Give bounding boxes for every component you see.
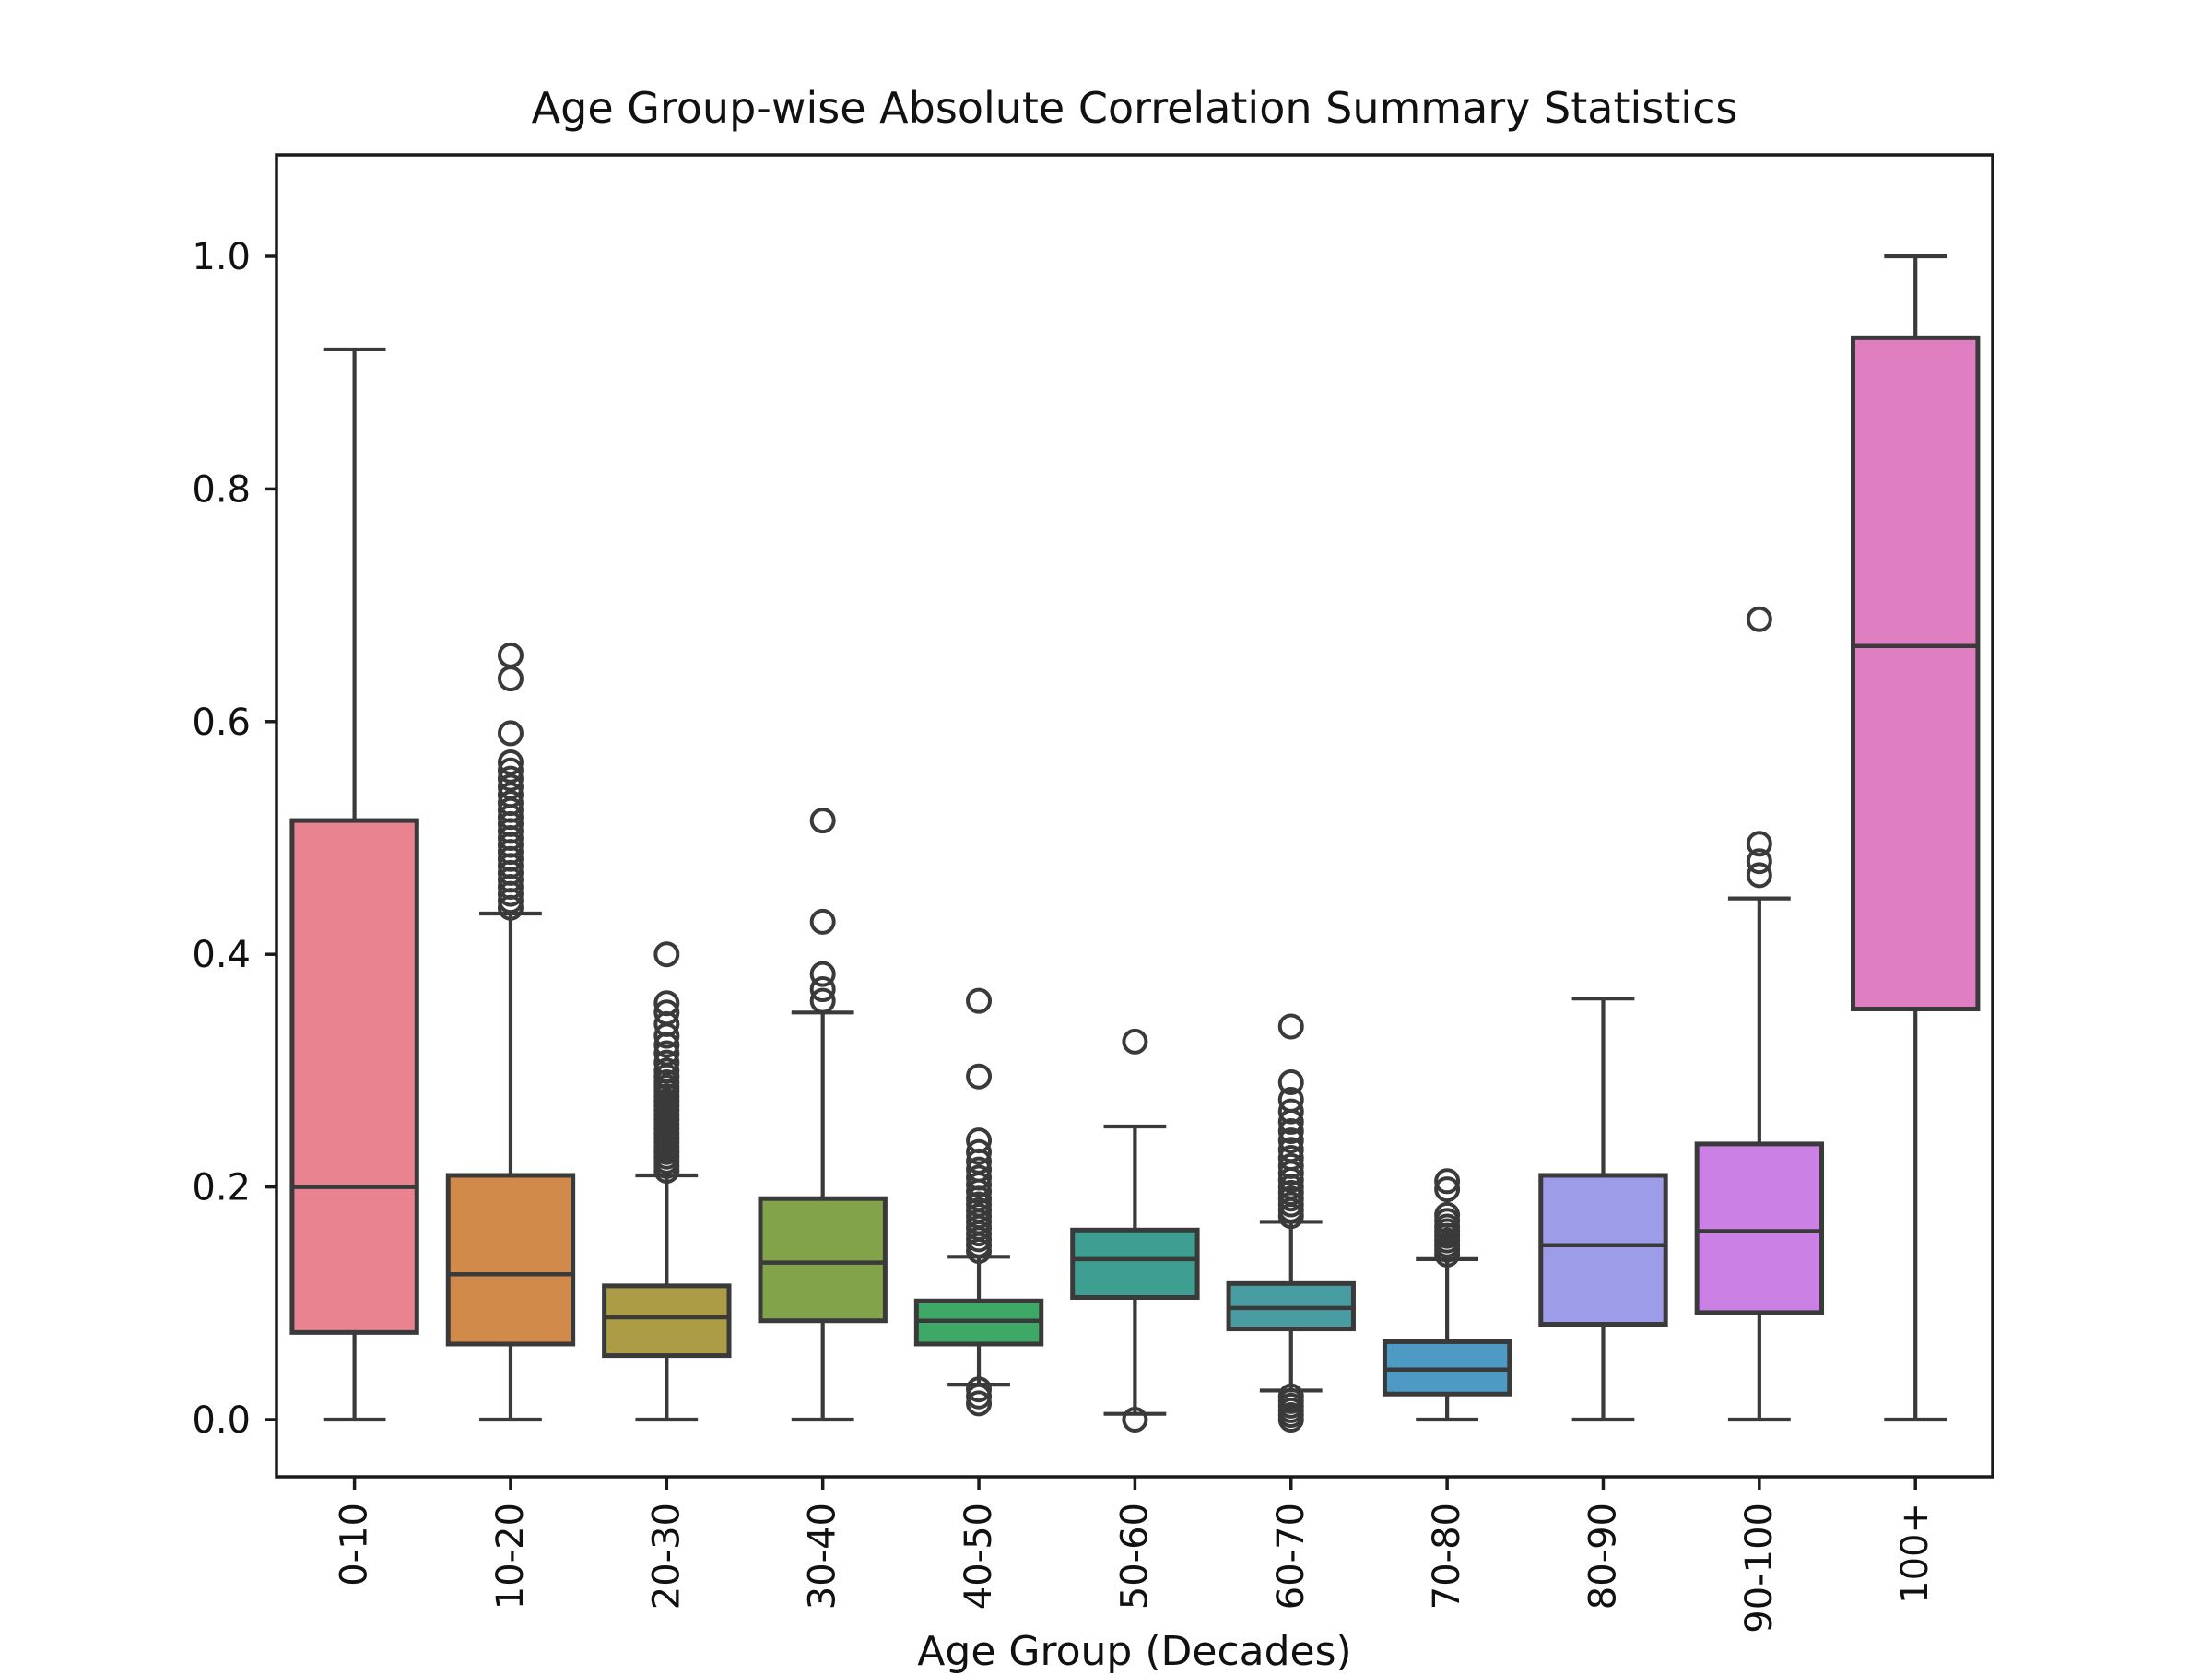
y-axis: 0.0 0.2 0.4 0.6 0.8 1.0 <box>192 236 276 1442</box>
chart-title: Age Group-wise Absolute Correlation Summ… <box>531 83 1738 133</box>
outlier-point <box>1434 1168 1461 1195</box>
outlier-point <box>1746 606 1772 632</box>
iqr-box <box>758 1196 888 1324</box>
x-tick-label: 90-100 <box>1738 1503 1781 1634</box>
outlier-point <box>809 961 836 987</box>
y-tick-label: 0.0 <box>192 1399 251 1442</box>
outlier-point <box>653 1057 680 1084</box>
outlier-point <box>1746 831 1772 857</box>
box-group-20-30 <box>602 941 732 1422</box>
outlier-point <box>809 808 836 834</box>
box-group-30-40 <box>758 808 888 1422</box>
x-tick-label: 20-30 <box>645 1503 688 1610</box>
outlier-point <box>497 757 524 784</box>
outlier-point <box>966 1376 993 1403</box>
outlier-point <box>1277 1013 1304 1040</box>
iqr-box <box>602 1283 732 1359</box>
x-tick-label: 60-70 <box>1270 1503 1312 1610</box>
outlier-point <box>966 1164 993 1191</box>
iqr-box <box>1851 335 1981 1012</box>
outlier-point <box>1277 1098 1304 1125</box>
outlier-point <box>1277 1145 1304 1172</box>
y-tick-label: 1.0 <box>192 236 251 278</box>
iqr-box <box>289 818 419 1335</box>
outlier-point <box>497 773 524 800</box>
outlier-point <box>1277 1118 1304 1145</box>
outlier-point <box>1746 848 1772 875</box>
outlier-point <box>966 1156 993 1183</box>
x-tick-label: 40-50 <box>958 1503 1000 1610</box>
iqr-box <box>1538 1173 1668 1327</box>
x-tick-label: 0-10 <box>334 1503 376 1587</box>
outlier-point <box>497 790 524 817</box>
x-tick-label: 100+ <box>1894 1503 1936 1604</box>
outlier-point <box>1277 1086 1304 1113</box>
outlier-point <box>653 999 680 1026</box>
outlier-point <box>1122 1407 1148 1433</box>
outlier-point <box>653 941 680 968</box>
outlier-point <box>809 976 836 1003</box>
box-group-100+ <box>1851 254 1981 1422</box>
outlier-point <box>966 987 993 1014</box>
iqr-box <box>1694 1141 1825 1315</box>
outlier-point <box>497 749 524 775</box>
outlier-point <box>966 1383 993 1410</box>
x-tick-label: 30-40 <box>802 1503 844 1610</box>
outlier-point <box>653 1049 680 1076</box>
outlier-point <box>809 987 836 1014</box>
y-tick-label: 0.2 <box>192 1167 251 1209</box>
box-group-10-20 <box>445 642 576 1422</box>
box-group-60-70 <box>1226 1013 1356 1433</box>
box-group-70-80 <box>1382 1168 1512 1422</box>
outlier-point <box>809 908 836 935</box>
box-group-50-60 <box>1070 1028 1200 1433</box>
x-axis-title: Age Group (Decades) <box>917 1628 1352 1675</box>
box-group-40-50 <box>913 987 1044 1417</box>
outlier-point <box>653 990 680 1017</box>
outlier-point <box>1277 1407 1304 1433</box>
outlier-point <box>497 666 524 692</box>
box-group-0-10 <box>289 347 419 1422</box>
outlier-point <box>653 1040 680 1067</box>
x-tick-label: 80-90 <box>1582 1503 1624 1610</box>
outlier-point <box>1746 862 1772 889</box>
y-tick-label: 0.8 <box>192 468 251 511</box>
box-group-80-90 <box>1538 997 1668 1422</box>
outlier-point <box>966 1127 993 1154</box>
box-group-90-100 <box>1694 606 1825 1422</box>
outlier-point <box>966 1063 993 1090</box>
outlier-point <box>966 1390 993 1417</box>
x-axis: 0-10 10-20 20-30 30-40 40-50 50-60 60-70 70-80 8… <box>334 1477 1936 1634</box>
x-tick-label: 50-60 <box>1113 1503 1156 1610</box>
outlier-point <box>1277 1152 1304 1179</box>
x-tick-label: 10-20 <box>489 1503 532 1610</box>
outlier-point <box>1434 1201 1461 1228</box>
outlier-point <box>1434 1176 1461 1203</box>
outlier-point <box>1122 1028 1148 1055</box>
outlier-point <box>497 765 524 792</box>
iqr-box <box>445 1173 576 1347</box>
outlier-point <box>966 1138 993 1165</box>
outlier-point <box>1277 1137 1304 1163</box>
outlier-point <box>497 720 524 747</box>
y-tick-label: 0.4 <box>192 934 251 976</box>
outlier-point <box>1277 1127 1304 1154</box>
outlier-point <box>1277 1069 1304 1096</box>
iqr-box <box>1070 1227 1200 1300</box>
y-tick-label: 0.6 <box>192 702 251 744</box>
outlier-point <box>497 782 524 808</box>
x-tick-label: 70-80 <box>1426 1503 1468 1610</box>
outlier-point <box>497 642 524 668</box>
